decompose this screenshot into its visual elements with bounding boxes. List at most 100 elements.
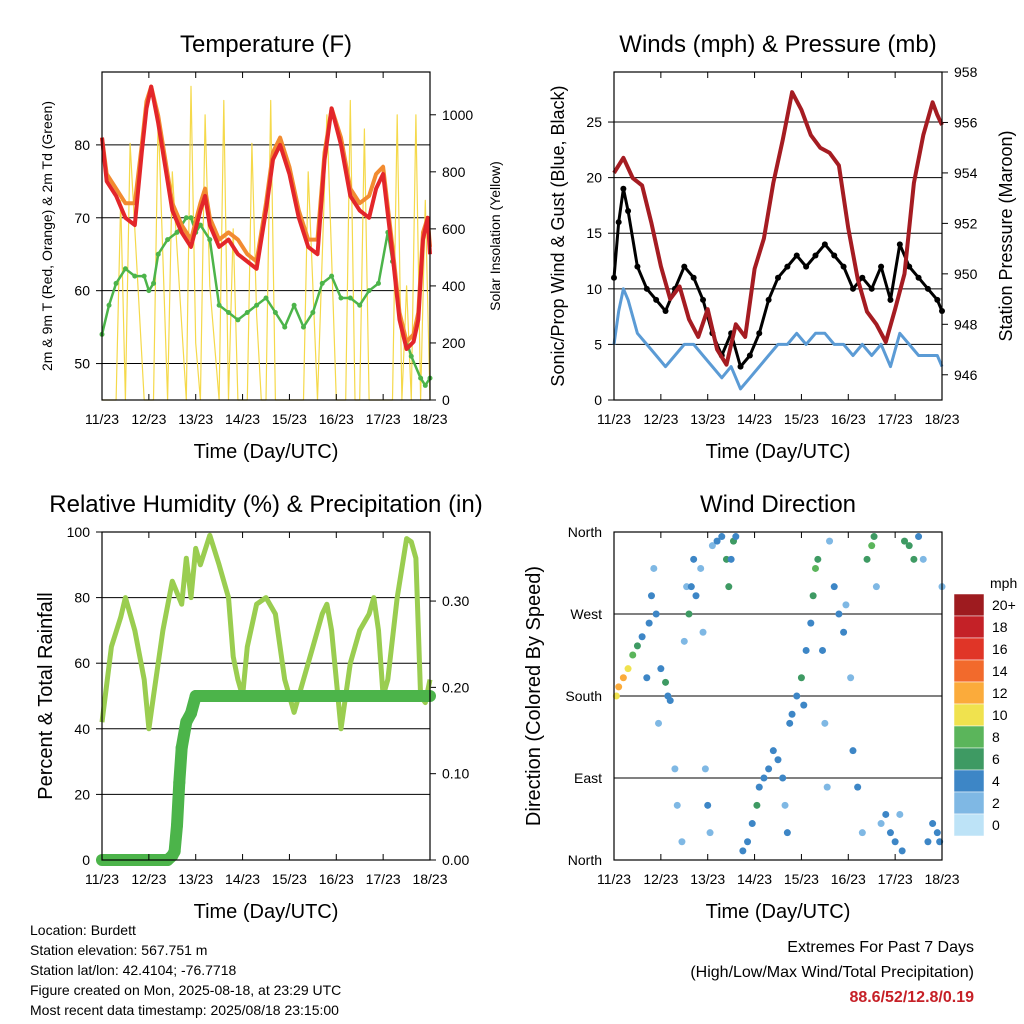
y-tick-label: 20 [586, 170, 602, 186]
direction-point [901, 537, 909, 545]
y-tick-label: North [568, 524, 602, 540]
direction-point [652, 610, 660, 618]
direction-point [800, 701, 808, 709]
direction-point [819, 646, 827, 654]
y-tick-label: 70 [74, 210, 90, 226]
direction-point [793, 692, 801, 700]
humidity-precip-panel: 0 20 40 60 80 100 Percent & Total Rainfall 0.00… [35, 491, 483, 923]
y-tick-label: 0 [82, 852, 90, 868]
wind-pressure-panel: 0 5 10 15 20 25 Sonic/Prop Wind & Gust (Blue, … [548, 31, 1016, 463]
created-text: Figure created on Mon, 2025-08-18, at 23… [30, 982, 342, 998]
chart-title: Wind Direction [700, 491, 856, 518]
y-tick-label: 50 [74, 356, 90, 372]
y-tick-label: 60 [74, 655, 90, 671]
y-tick-label: East [574, 770, 602, 786]
direction-point [706, 829, 714, 837]
extremes-title: Extremes For Past 7 Days [787, 939, 974, 956]
pressure-line [612, 90, 944, 367]
y-tick-label-right: 0.30 [442, 593, 469, 609]
x-tick-label: 11/23 [85, 871, 119, 887]
direction-point [891, 838, 899, 846]
direction-point [830, 583, 838, 591]
y-tick-label: 20 [74, 786, 90, 802]
direction-point [725, 583, 733, 591]
direction-point [910, 555, 918, 563]
x-axis-label: Time (Day/UTC) [706, 901, 851, 923]
direction-point [811, 564, 819, 572]
direction-point [638, 633, 646, 641]
colorbar-label: 0 [992, 817, 1000, 833]
chart-title: Winds (mph) & Pressure (mb) [619, 31, 936, 58]
direction-point [781, 801, 789, 809]
direction-point [814, 555, 822, 563]
x-tick-label: 16/23 [831, 871, 866, 887]
direction-point [779, 774, 787, 782]
y-axis-label-left: 2m & 9m T (Red, Orange) & 2m Td (Green) [39, 101, 55, 371]
y-tick-label: 60 [74, 283, 90, 299]
direction-point [748, 820, 756, 828]
direction-point [919, 555, 927, 563]
gust-line [612, 187, 944, 369]
extremes-box: Extremes For Past 7 Days (High/Low/Max W… [690, 935, 974, 1010]
direction-point [732, 533, 740, 541]
direction-point [713, 537, 721, 545]
plot-border [613, 71, 943, 401]
x-tick-label: 13/23 [690, 871, 725, 887]
plot-border [613, 531, 943, 861]
colorbar-swatch [953, 615, 985, 639]
colorbar-label: 2 [992, 795, 1000, 811]
direction-point [847, 674, 855, 682]
y-tick-label-right: 954 [954, 165, 978, 181]
x-tick-label: 14/23 [737, 411, 772, 427]
y-tick-label: 10 [586, 281, 602, 297]
direction-point [633, 642, 641, 650]
y-axis-label-right: Station Pressure (Maroon) [996, 130, 1016, 341]
direction-point [727, 555, 735, 563]
y-tick-label-right: 0.00 [442, 852, 469, 868]
x-tick-label: 17/23 [366, 411, 401, 427]
colorbar-swatch [953, 681, 985, 705]
direction-point [645, 619, 653, 627]
direction-point [863, 555, 871, 563]
direction-point [753, 801, 761, 809]
x-tick-label: 18/23 [924, 411, 959, 427]
direction-point [905, 542, 913, 550]
x-tick-label: 15/23 [272, 871, 307, 887]
wind-speed-colorbar: mph 20+ 18 16 14 12 10 8 6 4 2 0 [953, 575, 1017, 837]
x-tick-label: 18/23 [924, 871, 959, 887]
x-tick-label: 14/23 [225, 411, 260, 427]
x-tick-label: 13/23 [178, 411, 213, 427]
y-axis-label-left: Sonic/Prop Wind & Gust (Blue, Black) [548, 85, 568, 386]
x-tick-label: 13/23 [178, 871, 213, 887]
direction-point [826, 537, 834, 545]
y-tick-label-right: 200 [442, 335, 466, 351]
latlon-text: Station lat/lon: 42.4104; -76.7718 [30, 962, 237, 978]
direction-point [624, 665, 632, 673]
x-tick-label: 12/23 [643, 411, 678, 427]
direction-point [643, 674, 651, 682]
direction-point [647, 592, 655, 600]
solar-insolation-line [102, 85, 431, 401]
x-tick-label: 14/23 [225, 871, 260, 887]
colorbar-swatch [953, 791, 985, 815]
y-tick-label-right: 0.10 [442, 766, 469, 782]
direction-point [821, 719, 829, 727]
direction-point [868, 542, 876, 550]
direction-point [690, 555, 698, 563]
direction-point [701, 765, 709, 773]
x-tick-label: 16/23 [831, 411, 866, 427]
y-tick-label-right: 0 [442, 392, 450, 408]
x-tick-label: 12/23 [131, 411, 166, 427]
x-axis-label: Time (Day/UTC) [194, 441, 339, 463]
direction-point [692, 592, 700, 600]
x-axis-label: Time (Day/UTC) [194, 901, 339, 923]
y-tick-label: 25 [586, 114, 602, 130]
direction-point [783, 829, 791, 837]
colorbar-swatch [953, 593, 985, 617]
dewpoint-line [100, 216, 432, 387]
y-tick-label: 15 [586, 225, 602, 241]
colorbar-label: 14 [992, 663, 1008, 679]
y-tick-label-right: 958 [954, 64, 978, 80]
direction-point [685, 610, 693, 618]
direction-point [809, 592, 817, 600]
